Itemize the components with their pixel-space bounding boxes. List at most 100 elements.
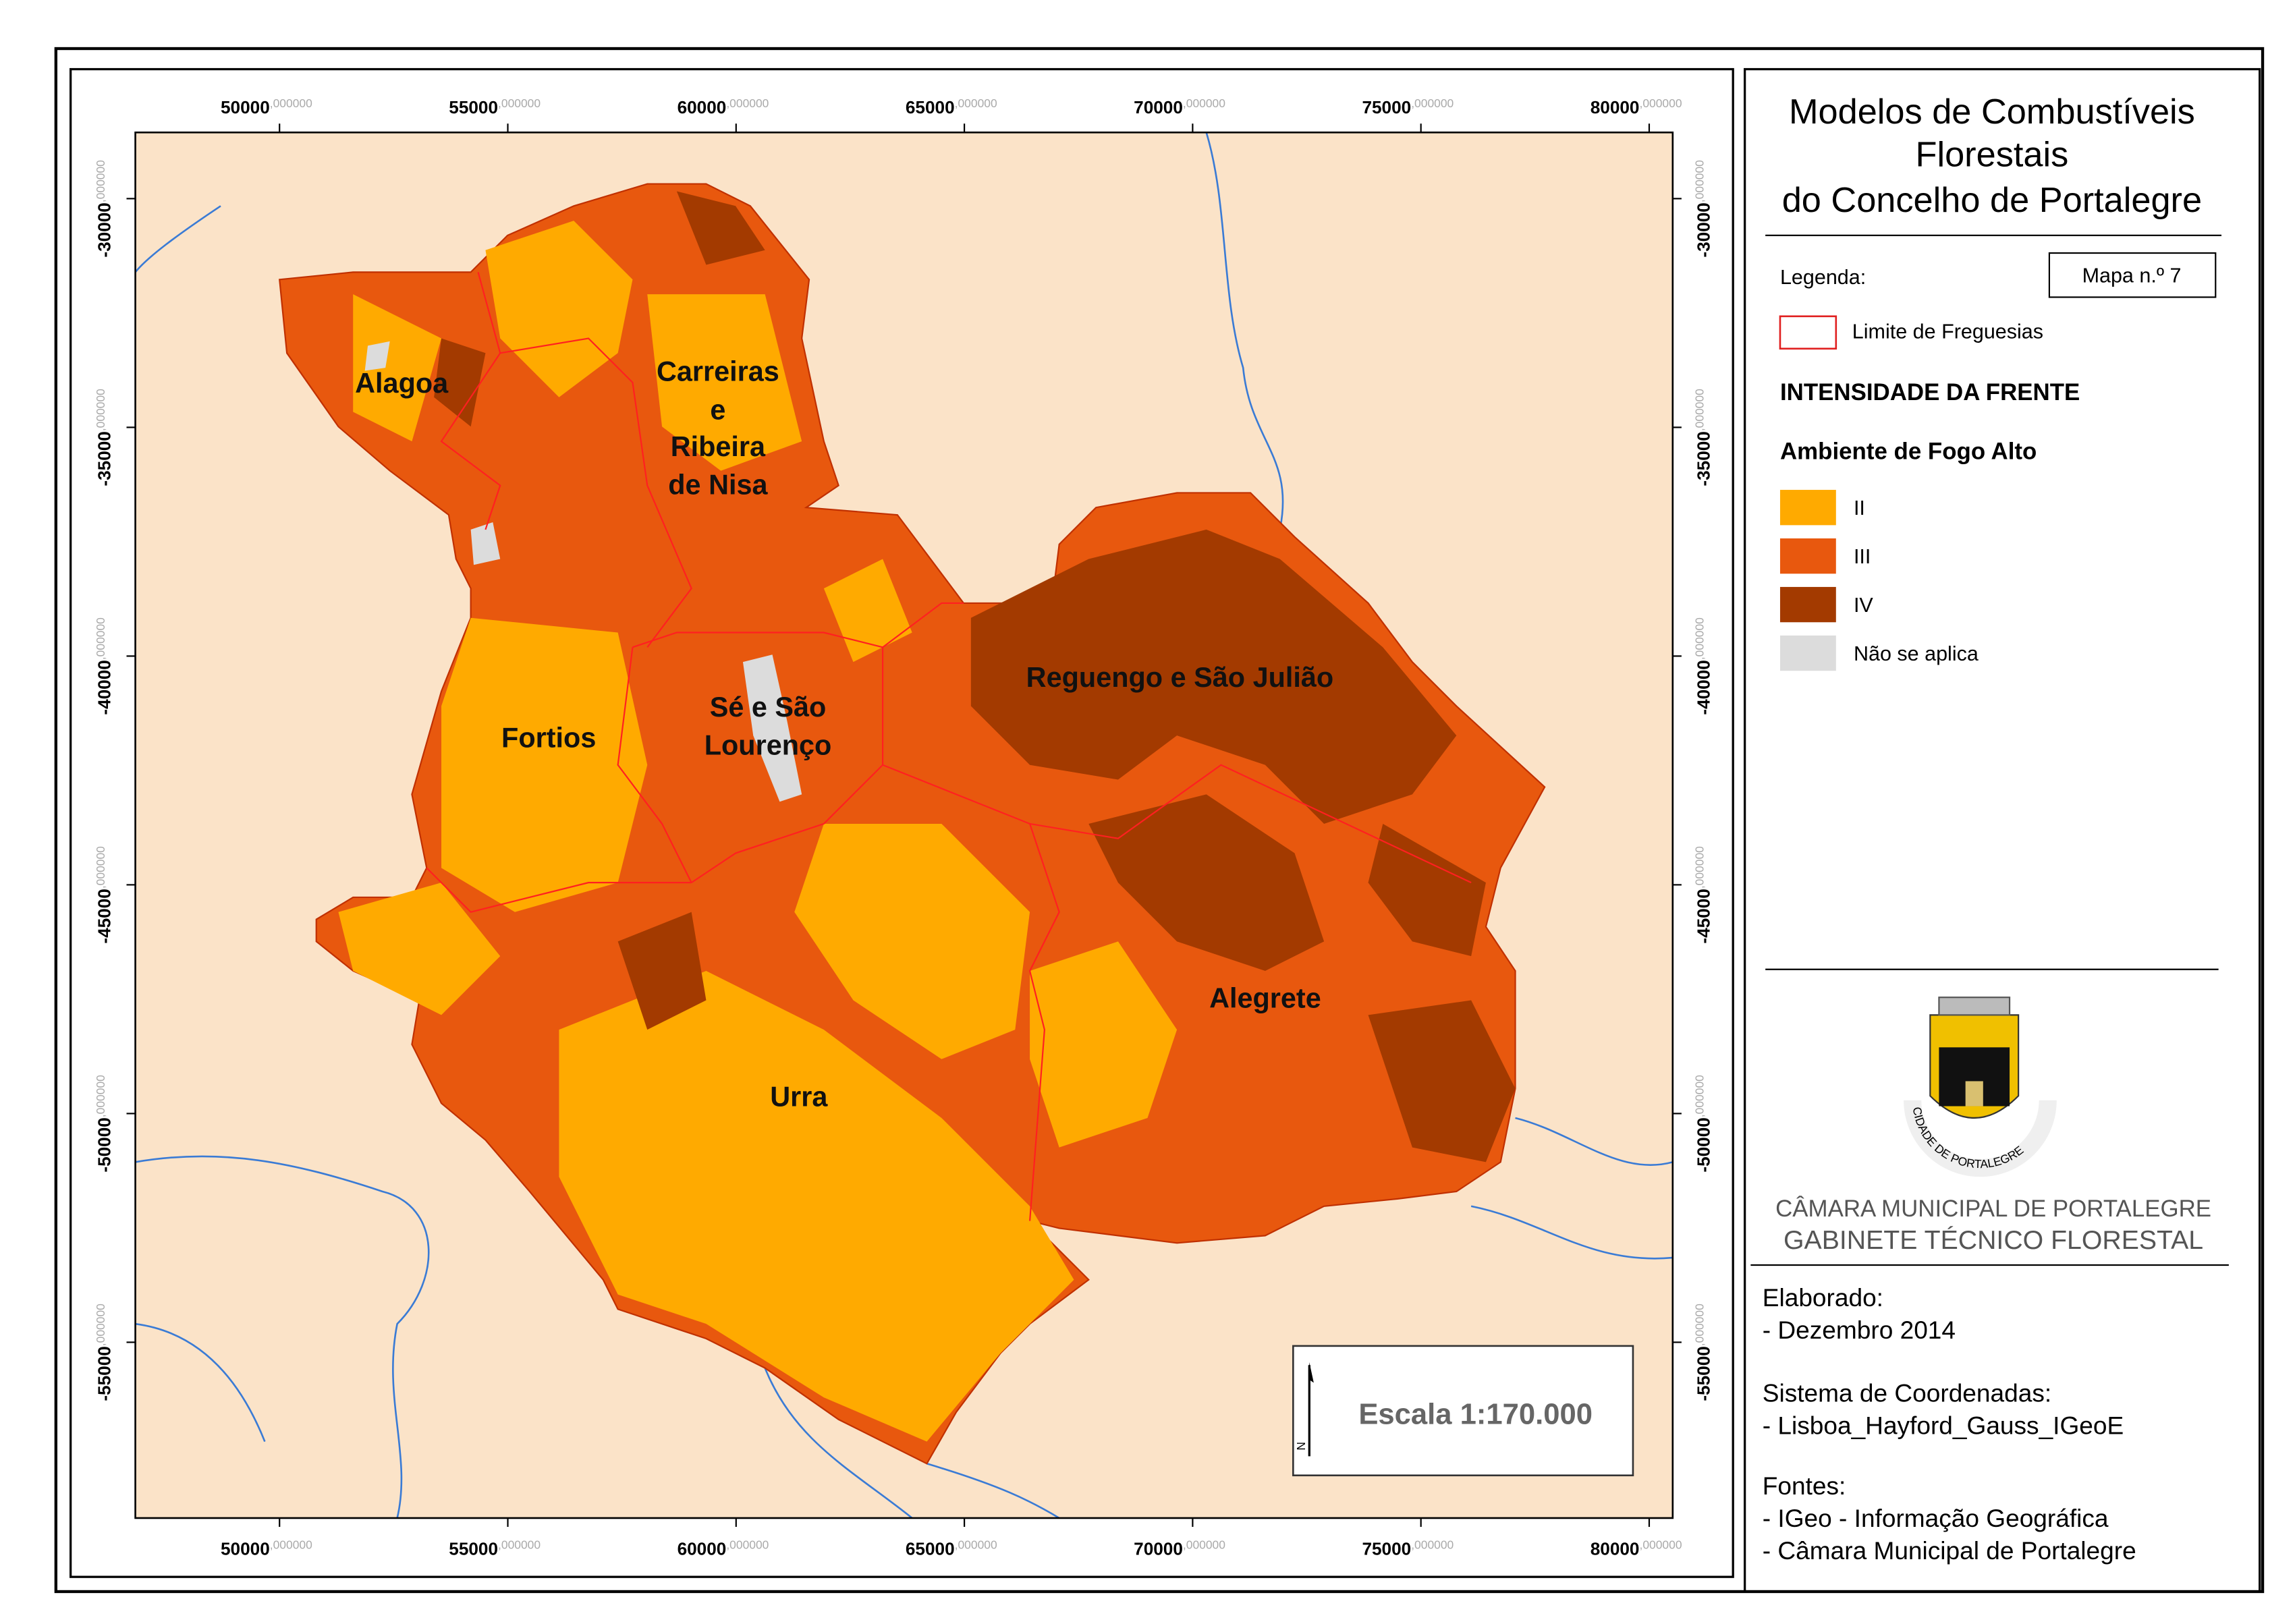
- tick-number: 70000: [1134, 97, 1183, 117]
- boundary-swatch: [1779, 315, 1837, 350]
- tick-label: 75000,000000: [1362, 96, 1454, 117]
- tick-number: -45000: [1693, 889, 1713, 943]
- tick-number: 75000: [1362, 97, 1411, 117]
- map-number: Mapa n.º 7: [2082, 264, 2182, 287]
- place-label: Ribeira: [671, 431, 766, 462]
- tick-decimals: ,000000: [94, 160, 107, 202]
- notes: Elaborado: - Dezembro 2014 Sistema de Coor…: [1763, 1283, 2136, 1565]
- note: - Dezembro 2014: [1763, 1316, 1956, 1344]
- place-label: Urra: [770, 1082, 828, 1113]
- tick-decimals: ,000000: [1693, 617, 1707, 660]
- map-number-box: [2048, 252, 2217, 298]
- legend-swatch: [1779, 490, 1836, 526]
- tick-label: -35000,000000: [94, 389, 115, 486]
- note: - IGeo - Informação Geográfica: [1763, 1504, 2109, 1532]
- place-label: Alegrete: [1209, 982, 1321, 1013]
- map-area: [135, 132, 1673, 1518]
- tick-number: -55000: [94, 1346, 115, 1401]
- tick-decimals: ,000000: [94, 389, 107, 431]
- tick-label: 55000,000000: [449, 96, 541, 117]
- tick-label: 70000,000000: [1134, 96, 1225, 117]
- place-label: e: [710, 394, 725, 425]
- tick-decimals: ,000000: [955, 96, 997, 110]
- tick-label: 80000,000000: [1591, 96, 1682, 117]
- tick-number: 55000: [449, 1538, 498, 1559]
- legend-swatch: [1779, 538, 1836, 574]
- tick-decimals: ,000000: [1183, 1538, 1225, 1552]
- legend-swatch: [1779, 635, 1836, 671]
- coordinate-ticks: 50000,00000050000,00000055000,0000005500…: [94, 96, 1714, 1559]
- tick-label: -55000,000000: [94, 1304, 115, 1401]
- place-label: Reguengo e São Julião: [1026, 662, 1334, 693]
- tick-label: -35000,000000: [1693, 389, 1714, 486]
- scale-frame: [1292, 1345, 1634, 1477]
- tick-label: -50000,000000: [94, 1075, 115, 1173]
- side-panel: [1743, 67, 2261, 1593]
- institution: CÂMARA MUNICIPAL DE PORTALEGRE: [1775, 1196, 2211, 1222]
- place-label: de Nisa: [668, 470, 768, 501]
- tick-label: 65000,000000: [906, 96, 997, 117]
- tick-decimals: ,000000: [1411, 96, 1454, 110]
- tick-decimals: ,000000: [1693, 1304, 1707, 1346]
- tick-label: -45000,000000: [1693, 846, 1714, 944]
- note: - Câmara Municipal de Portalegre: [1763, 1536, 2136, 1565]
- place-label: Alagoa: [355, 368, 449, 399]
- tick-decimals: ,000000: [498, 1538, 541, 1552]
- tick-number: -35000: [1693, 431, 1713, 486]
- tick-number: -50000: [94, 1117, 115, 1172]
- tick-number: -40000: [94, 660, 115, 715]
- rivers: [135, 132, 1673, 1518]
- tick-label: -40000,000000: [94, 617, 115, 715]
- legend-class-label: IV: [1854, 594, 1873, 617]
- tick-number: -55000: [1693, 1346, 1713, 1401]
- tick-number: -40000: [1693, 660, 1713, 715]
- tick-decimals: ,000000: [1693, 160, 1707, 202]
- note: Sistema de Coordenadas:: [1763, 1379, 2051, 1407]
- tick-decimals: ,000000: [498, 96, 541, 110]
- scale-text: Escala 1:170.000: [1358, 1398, 1593, 1430]
- tick-number: 75000: [1362, 1538, 1411, 1559]
- crest-door: [1965, 1081, 1983, 1107]
- tick-number: 65000: [906, 97, 955, 117]
- tick-number: 60000: [678, 97, 727, 117]
- class-ii-areas: [338, 221, 1178, 1442]
- tick-label: 70000,000000: [1134, 1538, 1225, 1559]
- map-frame: [70, 67, 1734, 1578]
- tick-label: 80000,000000: [1591, 1538, 1682, 1559]
- legend-heading: INTENSIDADE DA FRENTE: [1780, 379, 2080, 405]
- tick-label: 65000,000000: [906, 1538, 997, 1559]
- tick-decimals: ,000000: [1693, 846, 1707, 889]
- scale-box: N Escala 1:170.000: [1292, 1345, 1634, 1477]
- tick-label: -45000,000000: [94, 846, 115, 944]
- tick-number: 80000: [1591, 1538, 1640, 1559]
- tick-decimals: ,000000: [270, 1538, 312, 1552]
- tick-label: 75000,000000: [1362, 1538, 1454, 1559]
- tick-number: -30000: [94, 202, 115, 257]
- tick-number: 60000: [678, 1538, 727, 1559]
- tick-number: 70000: [1134, 1538, 1183, 1559]
- tick-label: -50000,000000: [1693, 1075, 1714, 1173]
- institution: GABINETE TÉCNICO FLORESTAL: [1784, 1225, 2203, 1255]
- tick-decimals: ,000000: [726, 96, 769, 110]
- tick-number: 50000: [221, 97, 270, 117]
- tick-number: 50000: [221, 1538, 270, 1559]
- place-label: Carreiras: [657, 356, 779, 387]
- tick-decimals: ,000000: [1411, 1538, 1454, 1552]
- tick-number: 65000: [906, 1538, 955, 1559]
- title-line: do Concelho de Portalegre: [1782, 181, 2202, 220]
- legend-subheading: Ambiente de Fogo Alto: [1780, 438, 2037, 464]
- title-line: Modelos de Combustíveis: [1789, 92, 2195, 132]
- tick-label: 50000,000000: [221, 96, 312, 117]
- tick-decimals: ,000000: [94, 1304, 107, 1346]
- note: Fontes:: [1763, 1472, 1846, 1500]
- legend-class-label: Não se aplica: [1854, 642, 1979, 665]
- tick-label: -40000,000000: [1693, 617, 1714, 715]
- legend-swatch: [1779, 586, 1836, 623]
- tick-label: 50000,000000: [221, 1538, 312, 1559]
- tick-number: 80000: [1591, 97, 1640, 117]
- tick-decimals: ,000000: [1693, 1075, 1707, 1117]
- tick-number: -35000: [94, 431, 115, 486]
- tick-number: -50000: [1693, 1117, 1713, 1172]
- place-label: Lourenço: [704, 729, 832, 760]
